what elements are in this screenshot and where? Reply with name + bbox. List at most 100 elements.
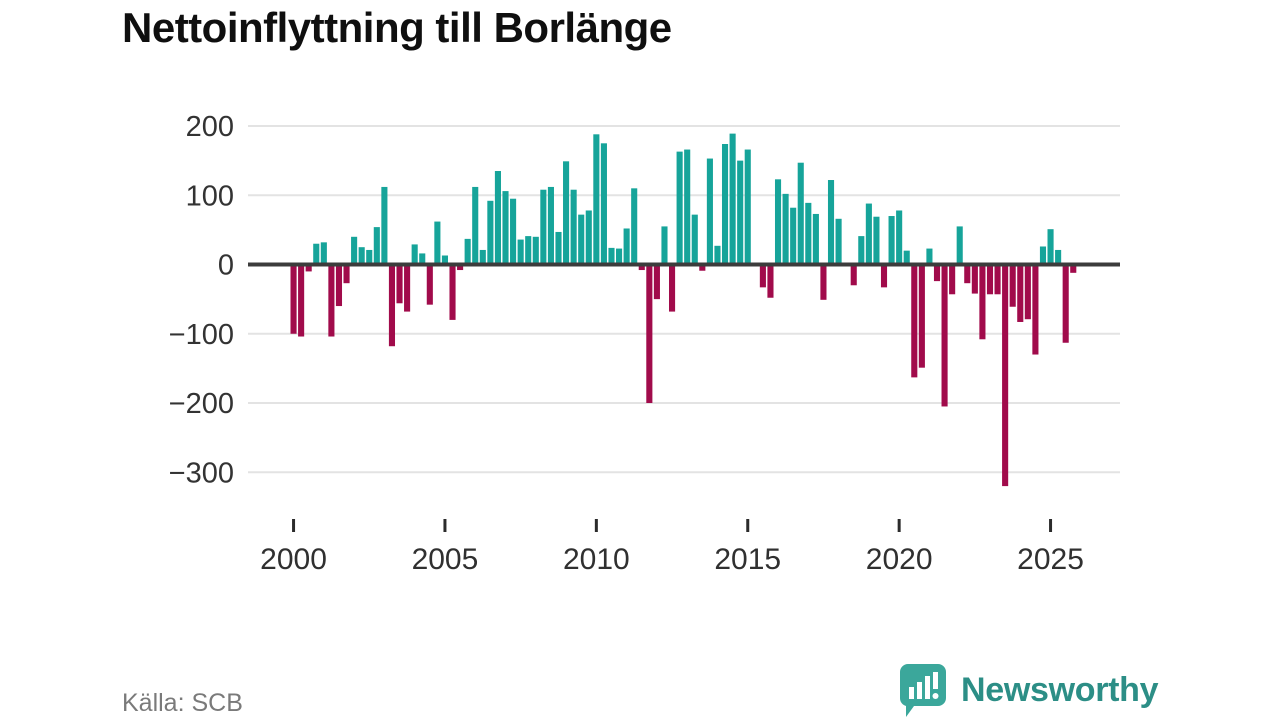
y-axis-label: 0: [218, 250, 234, 282]
bar-2015-Q1: [744, 149, 751, 265]
bar-2013-Q2: [691, 214, 698, 265]
bar-2000-Q2: [298, 264, 305, 337]
bar-2001-Q1: [320, 242, 327, 265]
bar-2011-Q2: [631, 188, 638, 265]
bar-2003-Q4: [404, 264, 411, 312]
bar-2019-Q1: [865, 203, 872, 265]
bar-2019-Q2: [873, 216, 880, 265]
bar-2022-Q4: [979, 264, 986, 340]
bar-2002-Q2: [358, 247, 365, 265]
bar-2005-Q3: [457, 264, 464, 271]
bar-2024-Q2: [1024, 264, 1031, 320]
chart-title: Nettoinflyttning till Borlänge: [122, 4, 672, 51]
bar-2020-Q3: [911, 264, 918, 378]
bar-2005-Q2: [449, 264, 456, 320]
bar-2020-Q1: [896, 210, 903, 265]
bar-2014-Q3: [729, 133, 736, 265]
bar-2023-Q3: [1002, 264, 1009, 487]
bar-2019-Q3: [880, 264, 888, 288]
bar-2021-Q2: [933, 264, 941, 282]
bar-2006-Q1: [472, 186, 479, 265]
bar-2025-Q4: [1070, 264, 1077, 273]
bar-2022-Q1: [956, 226, 963, 265]
bar-2017-Q3: [820, 264, 827, 300]
bar-2015-Q3: [759, 264, 766, 288]
y-axis-label: 200: [186, 111, 234, 143]
brand-lockup: Newsworthy: [898, 662, 1159, 718]
bar-2017-Q1: [805, 202, 812, 265]
bar-2023-Q2: [994, 264, 1001, 295]
bar-2000-Q1: [290, 264, 297, 334]
bar-2012-Q3: [669, 264, 676, 312]
bar-2007-Q1: [502, 191, 509, 265]
bar-2006-Q2: [479, 249, 486, 265]
x-axis-label: 2010: [563, 543, 630, 576]
bar-2022-Q3: [971, 264, 978, 294]
bar-2004-Q1: [411, 244, 418, 265]
bar-2020-Q2: [903, 250, 910, 265]
bar-2003-Q1: [381, 186, 388, 265]
x-axis-label: 2000: [260, 543, 327, 576]
bar-2010-Q4: [616, 248, 623, 265]
bar-2019-Q4: [888, 216, 895, 265]
bar-2004-Q3: [426, 264, 433, 305]
bar-2015-Q4: [767, 264, 774, 298]
bar-2004-Q2: [419, 253, 426, 265]
bar-2014-Q1: [714, 245, 721, 265]
newsworthy-speech-bubble-chart-icon: [900, 664, 946, 717]
bar-2010-Q3: [608, 247, 615, 265]
bar-2013-Q4: [706, 158, 713, 265]
x-axis-label: 2025: [1017, 543, 1084, 576]
bar-2024-Q4: [1039, 246, 1047, 265]
y-axis-label: −100: [169, 319, 234, 351]
bar-2008-Q1: [532, 236, 539, 265]
bar-2002-Q1: [351, 236, 358, 265]
bar-2005-Q1: [441, 255, 448, 265]
bar-2023-Q1: [986, 264, 994, 295]
bar-2004-Q4: [434, 221, 441, 265]
bar-2009-Q2: [570, 189, 577, 265]
bar-2002-Q3: [366, 249, 373, 265]
bar-chart: 200 100 0 −100 −200 −300 2000 2005 2010 2015 2020 2…: [169, 111, 1120, 576]
y-axis-label: −200: [169, 388, 234, 420]
bar-2018-Q4: [858, 236, 865, 265]
bar-2003-Q3: [396, 264, 403, 304]
bar-2025-Q3: [1062, 264, 1069, 343]
x-axis-label: 2020: [866, 543, 933, 576]
bar-2013-Q3: [699, 264, 706, 271]
bar-2021-Q4: [949, 264, 956, 295]
bar-2025-Q2: [1055, 249, 1062, 265]
y-axis-label: 100: [186, 180, 234, 212]
bar-2000-Q3: [305, 264, 312, 272]
bar-2014-Q4: [737, 160, 744, 265]
source-label: Källa: SCB: [122, 689, 243, 717]
bar-2001-Q3: [335, 264, 343, 307]
bar-2011-Q1: [623, 228, 630, 265]
x-axis-label: 2005: [412, 543, 479, 576]
bar-2016-Q2: [782, 193, 789, 265]
bar-2008-Q4: [555, 231, 562, 265]
bar-2007-Q2: [510, 198, 517, 265]
bar-2020-Q4: [918, 264, 925, 368]
bar-2001-Q2: [328, 264, 335, 337]
bar-2001-Q4: [343, 264, 350, 284]
bar-2012-Q4: [676, 151, 683, 265]
bar-2011-Q3: [638, 264, 645, 271]
brand-name: Newsworthy: [961, 670, 1159, 709]
bar-2006-Q3: [487, 200, 494, 265]
bar-2017-Q4: [827, 180, 835, 265]
bar-2002-Q4: [373, 227, 380, 265]
bar-2018-Q1: [835, 218, 842, 265]
bar-2023-Q4: [1009, 264, 1016, 307]
bar-2012-Q1: [653, 264, 660, 300]
bar-2024-Q3: [1032, 264, 1039, 355]
bar-2006-Q4: [494, 171, 501, 265]
bar-2024-Q1: [1017, 264, 1024, 322]
bar-2013-Q1: [684, 149, 691, 265]
bar-2011-Q4: [646, 264, 653, 403]
bar-2009-Q3: [578, 214, 585, 265]
bar-2012-Q2: [661, 226, 668, 265]
bar-2022-Q2: [964, 264, 971, 284]
bar-2017-Q2: [812, 213, 819, 265]
bar-2007-Q3: [517, 239, 524, 265]
